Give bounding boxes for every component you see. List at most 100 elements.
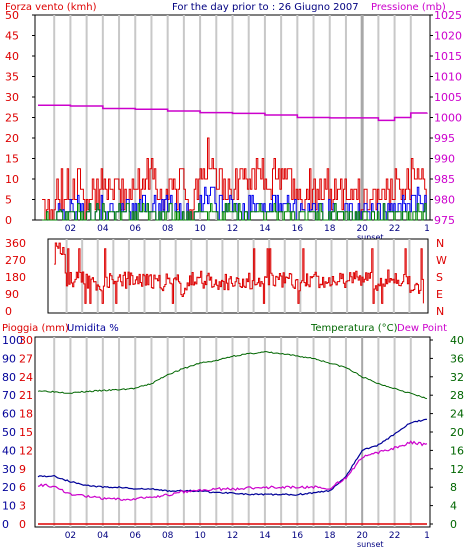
temperature-y-tick: 16 bbox=[450, 444, 464, 457]
wind-x-tick: 1 bbox=[424, 224, 430, 234]
temperature-y-tick: 40 bbox=[450, 334, 464, 347]
humidity-y-tick: 50 bbox=[2, 426, 16, 439]
wind-x-tick: 16 bbox=[292, 224, 304, 234]
pressure-y-tick: 1015 bbox=[434, 50, 462, 63]
humidity-y-tick: 0 bbox=[2, 518, 9, 531]
humidity-y-tick: 80 bbox=[2, 371, 16, 384]
humidity-line bbox=[37, 418, 428, 496]
sunset-label-lower: sunset bbox=[357, 540, 384, 549]
pressure-y-tick: 1010 bbox=[434, 71, 462, 84]
temperature-title: Temperatura (°C) bbox=[310, 323, 398, 334]
wind-y-tick: 15 bbox=[5, 153, 19, 166]
humidity-y-tick: 20 bbox=[2, 481, 16, 494]
wind-x-tick: 02 bbox=[65, 224, 76, 234]
pressure-y-tick: 1025 bbox=[434, 9, 462, 22]
temperature-y-tick: 36 bbox=[450, 352, 464, 365]
dewpoint-title: Dew Point bbox=[397, 323, 447, 334]
humidity-y-tick: 10 bbox=[2, 500, 16, 513]
wind-x-tick: 04 bbox=[97, 224, 109, 234]
wind-x-axis: 02 04 06 08 10 12 14 16 18 20 22 1 sunset bbox=[65, 224, 430, 242]
wind-y-tick: 10 bbox=[5, 173, 19, 186]
temp-x-tick: 12 bbox=[227, 531, 238, 541]
rain-y-tick: 27 bbox=[19, 352, 33, 365]
temperature-y-tick: 8 bbox=[450, 481, 457, 494]
pressure-y-tick: 1000 bbox=[434, 112, 462, 125]
wind-x-tick: 18 bbox=[324, 224, 336, 234]
pressure-y-tick: 985 bbox=[434, 173, 455, 186]
temp-x-tick: 22 bbox=[389, 531, 400, 541]
humidity-y-tick: 70 bbox=[2, 389, 16, 402]
direction-compass-tick: N bbox=[436, 305, 444, 318]
wind-x-tick: 14 bbox=[259, 224, 271, 234]
direction-line bbox=[54, 242, 424, 304]
wind-y-tick: 0 bbox=[5, 214, 12, 227]
direction-y-tick: 0 bbox=[5, 305, 12, 318]
pressure-y-tick: 990 bbox=[434, 153, 455, 166]
direction-compass-tick: W bbox=[436, 254, 447, 267]
humidity-y-tick: 90 bbox=[2, 352, 16, 365]
temp-x-tick: 08 bbox=[162, 531, 174, 541]
temp-x-tick: 18 bbox=[324, 531, 336, 541]
temp-x-axis: 02 04 06 08 10 12 14 16 18 20 22 1 sunset bbox=[65, 531, 430, 549]
direction-y-tick: 90 bbox=[5, 288, 19, 301]
rain-y-tick: 6 bbox=[19, 481, 26, 494]
rain-y-tick: 30 bbox=[19, 334, 33, 347]
rain-y-tick: 15 bbox=[19, 426, 33, 439]
wind-y-tick: 40 bbox=[5, 50, 19, 63]
humidity-y-tick: 40 bbox=[2, 444, 16, 457]
rain-y-tick: 24 bbox=[19, 371, 33, 384]
temperature-y-tick: 24 bbox=[450, 408, 464, 421]
direction-series bbox=[54, 242, 424, 304]
temperature-y-axis: 0 4 8 12 16 20 24 28 32 36 40 bbox=[430, 334, 464, 531]
wind-y-tick: 30 bbox=[5, 91, 19, 104]
wind-x-tick: 22 bbox=[389, 224, 400, 234]
pressure-y-tick: 995 bbox=[434, 132, 455, 145]
rain-y-tick: 18 bbox=[19, 408, 33, 421]
temp-x-tick: 02 bbox=[65, 531, 76, 541]
wind-min-line bbox=[42, 203, 427, 221]
pressure-line bbox=[38, 104, 428, 122]
rain-y-axis: 0 3 6 9 12 15 18 21 24 27 30 bbox=[19, 334, 33, 531]
humidity-y-tick: 100 bbox=[2, 334, 23, 347]
pressure-y-axis: 975 980 985 990 995 1000 1005 1010 1015 1020 1025 bbox=[430, 9, 462, 227]
rain-y-tick: 3 bbox=[19, 500, 26, 513]
wind-y-axis: 0 5 10 15 20 25 30 35 40 45 50 bbox=[5, 9, 35, 227]
pressure-y-tick: 1020 bbox=[434, 30, 462, 43]
wind-x-tick: 06 bbox=[130, 224, 142, 234]
pressure-y-tick: 980 bbox=[434, 194, 455, 207]
direction-compass-tick: S bbox=[436, 271, 443, 284]
direction-y-tick: 180 bbox=[5, 271, 26, 284]
wind-x-tick: 12 bbox=[227, 224, 238, 234]
rain-y-tick: 21 bbox=[19, 389, 33, 402]
wind-y-tick: 50 bbox=[5, 9, 19, 22]
temp-x-tick: 06 bbox=[130, 531, 142, 541]
wind-y-tick: 35 bbox=[5, 71, 19, 84]
temperature-y-tick: 4 bbox=[450, 500, 457, 513]
temperature-y-tick: 20 bbox=[450, 426, 464, 439]
direction-compass-tick: E bbox=[436, 288, 443, 301]
wind-x-tick: 10 bbox=[194, 224, 206, 234]
rain-y-tick: 0 bbox=[19, 518, 26, 531]
pressure-y-tick: 1005 bbox=[434, 91, 462, 104]
sunset-label: sunset bbox=[357, 233, 384, 242]
temperature-line bbox=[37, 351, 428, 400]
rain-y-tick: 9 bbox=[19, 463, 26, 476]
temp-x-tick: 04 bbox=[97, 531, 109, 541]
humidity-title: Umidita % bbox=[67, 323, 119, 334]
wind-x-tick: 20 bbox=[356, 224, 368, 234]
pressure-title: Pressione (mb) bbox=[371, 2, 446, 13]
dewpoint-line bbox=[37, 440, 428, 502]
temperature-y-tick: 0 bbox=[450, 518, 457, 531]
temperature-y-tick: 12 bbox=[450, 463, 464, 476]
rain-title: Pioggia (mm) bbox=[2, 323, 69, 334]
humidity-y-tick: 30 bbox=[2, 463, 16, 476]
temperature-y-tick: 32 bbox=[450, 371, 464, 384]
temp-x-tick: 16 bbox=[292, 531, 304, 541]
wind-x-tick: 08 bbox=[162, 224, 174, 234]
temp-x-tick: 10 bbox=[194, 531, 206, 541]
temperature-y-tick: 28 bbox=[450, 389, 464, 402]
